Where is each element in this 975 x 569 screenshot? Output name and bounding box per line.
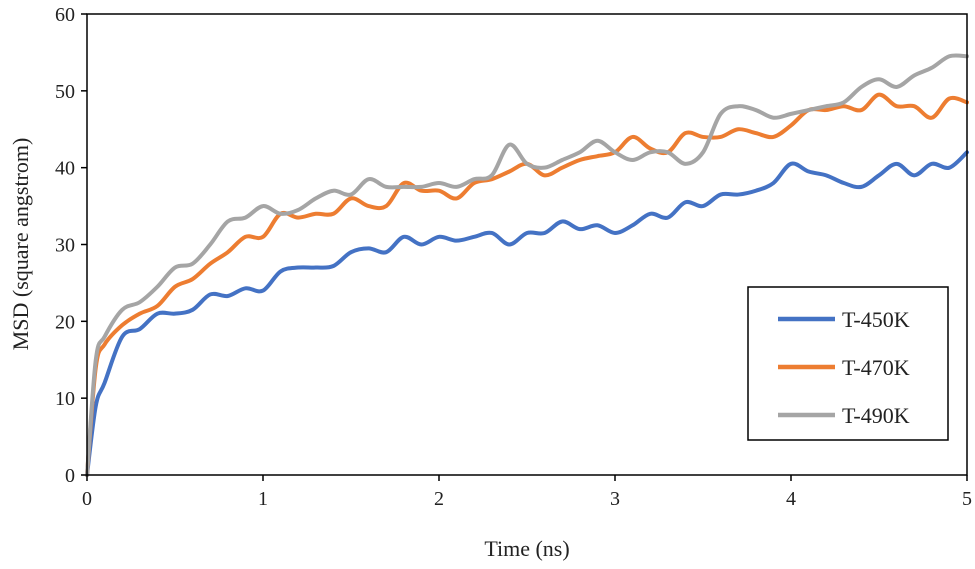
x-tick-label: 1 <box>258 488 268 510</box>
x-tick-label: 4 <box>786 488 796 510</box>
x-tick-label: 3 <box>610 488 620 510</box>
legend-label: T-470K <box>842 355 910 380</box>
series-layer <box>85 53 969 477</box>
legend-label: T-490K <box>842 403 910 428</box>
y-tick-label: 20 <box>55 311 75 333</box>
x-tick-label: 5 <box>962 488 972 510</box>
y-tick-label: 60 <box>55 4 75 26</box>
y-tick-label: 0 <box>65 465 75 487</box>
legend-label: T-450K <box>842 307 910 332</box>
y-tick-label: 10 <box>55 388 75 410</box>
y-axis-label: MSD (square angstrom) <box>8 138 33 351</box>
y-tick-label: 50 <box>55 81 75 103</box>
series-line-t-450k <box>85 150 969 477</box>
y-tick-label: 40 <box>55 158 75 180</box>
x-tick-label: 0 <box>82 488 92 510</box>
y-tick-label: 30 <box>55 235 75 257</box>
x-axis-label: Time (ns) <box>484 536 569 561</box>
series-line-t-490k <box>85 53 969 477</box>
x-tick-label: 2 <box>434 488 444 510</box>
legend: T-450K T-470K T-490K <box>747 286 949 441</box>
